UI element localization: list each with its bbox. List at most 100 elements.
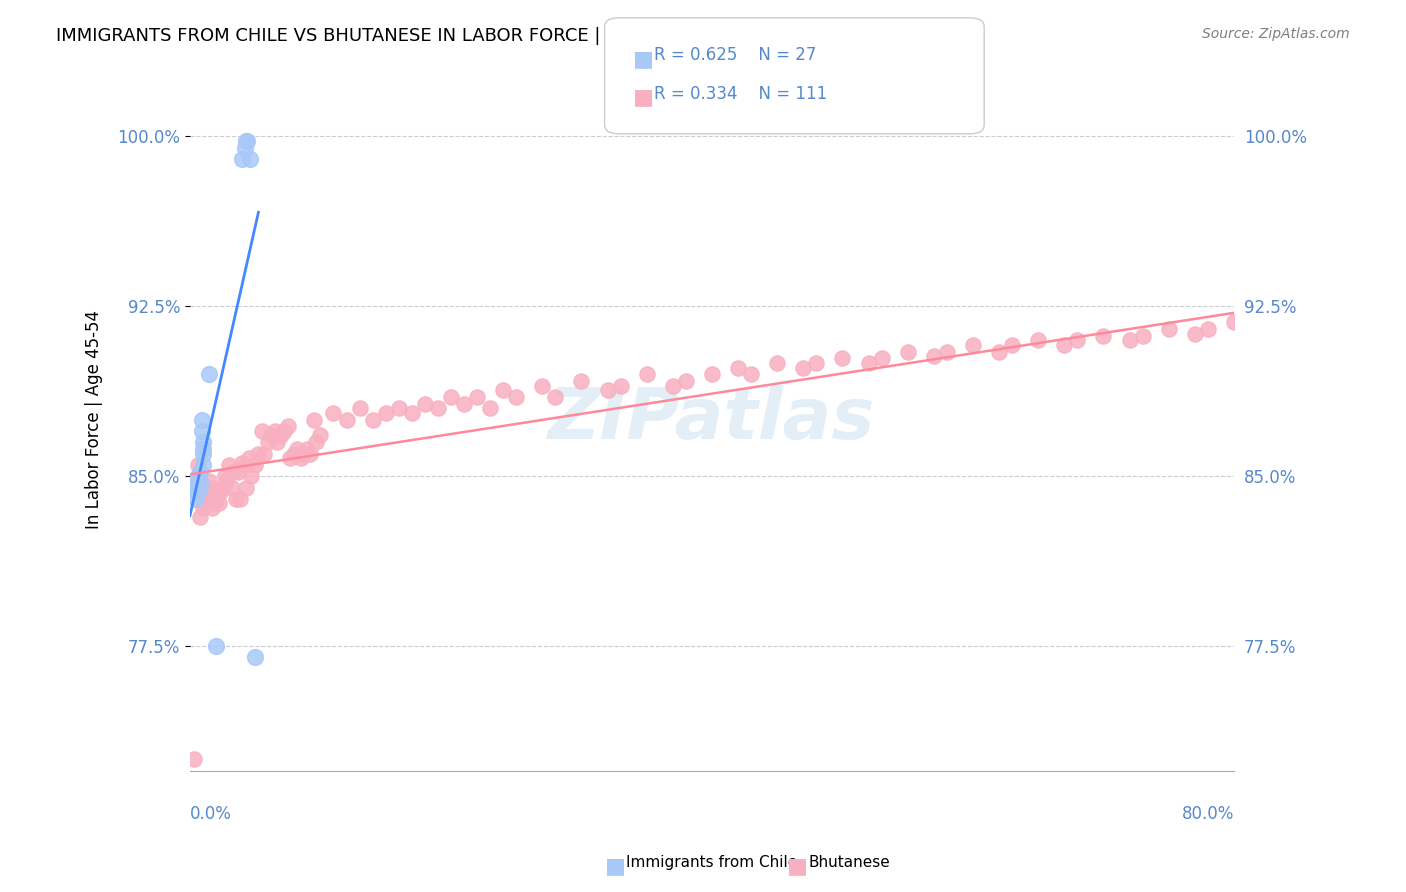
- Point: [935, 344, 957, 359]
- Point: [298, 447, 321, 461]
- Point: [388, 401, 411, 416]
- Point: [636, 368, 658, 382]
- Point: [222, 465, 245, 479]
- Point: [205, 639, 228, 653]
- Point: [188, 481, 211, 495]
- Point: [1026, 334, 1049, 348]
- Point: [243, 650, 266, 665]
- Point: [1327, 310, 1350, 325]
- Text: ZIPatlas: ZIPatlas: [548, 385, 876, 454]
- Point: [197, 485, 219, 500]
- Point: [191, 500, 214, 515]
- Point: [1053, 338, 1076, 352]
- Point: [596, 383, 619, 397]
- Point: [280, 451, 302, 466]
- Point: [465, 390, 488, 404]
- Point: [290, 451, 312, 466]
- Point: [214, 469, 236, 483]
- Point: [962, 338, 984, 352]
- Text: Bhutanese: Bhutanese: [808, 855, 890, 870]
- Point: [897, 344, 920, 359]
- Point: [571, 374, 593, 388]
- Point: [283, 447, 305, 461]
- Point: [322, 406, 344, 420]
- Point: [226, 465, 249, 479]
- Point: [190, 424, 212, 438]
- Point: [870, 351, 893, 366]
- Point: [260, 428, 283, 442]
- Point: [273, 424, 295, 438]
- Point: [426, 401, 449, 416]
- Point: [700, 368, 723, 382]
- Point: [205, 491, 228, 506]
- Text: ■: ■: [633, 49, 654, 69]
- Point: [221, 481, 243, 495]
- Point: [238, 451, 260, 466]
- Point: [440, 390, 463, 404]
- Point: [215, 474, 238, 488]
- Point: [1236, 326, 1258, 341]
- Point: [609, 378, 631, 392]
- Point: [309, 428, 332, 442]
- Point: [188, 469, 211, 483]
- Point: [191, 458, 214, 472]
- Point: [188, 465, 211, 479]
- Point: [302, 412, 325, 426]
- Point: [194, 481, 217, 495]
- Text: Source: ZipAtlas.com: Source: ZipAtlas.com: [1202, 27, 1350, 41]
- Point: [218, 458, 240, 472]
- Point: [1118, 334, 1140, 348]
- Point: [1092, 328, 1115, 343]
- Point: [198, 474, 221, 488]
- Point: [1066, 334, 1088, 348]
- Text: R = 0.625    N = 27: R = 0.625 N = 27: [654, 46, 815, 64]
- Point: [1261, 328, 1284, 343]
- Point: [349, 401, 371, 416]
- Point: [207, 485, 229, 500]
- Point: [183, 752, 205, 766]
- Point: [270, 428, 292, 442]
- Point: [1288, 326, 1310, 341]
- Point: [544, 390, 567, 404]
- Point: [191, 435, 214, 450]
- Point: [374, 406, 396, 420]
- Point: [1301, 322, 1323, 336]
- Point: [1184, 326, 1206, 341]
- Point: [186, 481, 208, 495]
- Point: [187, 481, 209, 495]
- Point: [1132, 328, 1154, 343]
- Point: [253, 447, 276, 461]
- Point: [305, 435, 328, 450]
- Point: [413, 397, 436, 411]
- Point: [191, 442, 214, 456]
- Text: ■: ■: [605, 856, 626, 876]
- Point: [240, 469, 263, 483]
- Point: [186, 481, 208, 495]
- Point: [277, 419, 299, 434]
- Point: [231, 456, 253, 470]
- Text: ■: ■: [787, 856, 808, 876]
- Text: 80.0%: 80.0%: [1181, 805, 1234, 823]
- Point: [250, 424, 273, 438]
- Point: [204, 496, 226, 510]
- Point: [361, 412, 384, 426]
- Point: [187, 458, 209, 472]
- Point: [246, 447, 269, 461]
- Point: [740, 368, 762, 382]
- Point: [228, 491, 250, 506]
- Point: [243, 458, 266, 472]
- Point: [211, 481, 233, 495]
- Point: [225, 491, 247, 506]
- Point: [235, 134, 257, 148]
- Point: [1157, 322, 1180, 336]
- Point: [401, 406, 423, 420]
- Point: [1197, 322, 1219, 336]
- Text: ■: ■: [633, 87, 654, 107]
- Point: [727, 360, 749, 375]
- Point: [198, 368, 221, 382]
- Point: [235, 481, 257, 495]
- Point: [1001, 338, 1024, 352]
- Point: [202, 481, 225, 495]
- Point: [453, 397, 475, 411]
- Point: [492, 383, 515, 397]
